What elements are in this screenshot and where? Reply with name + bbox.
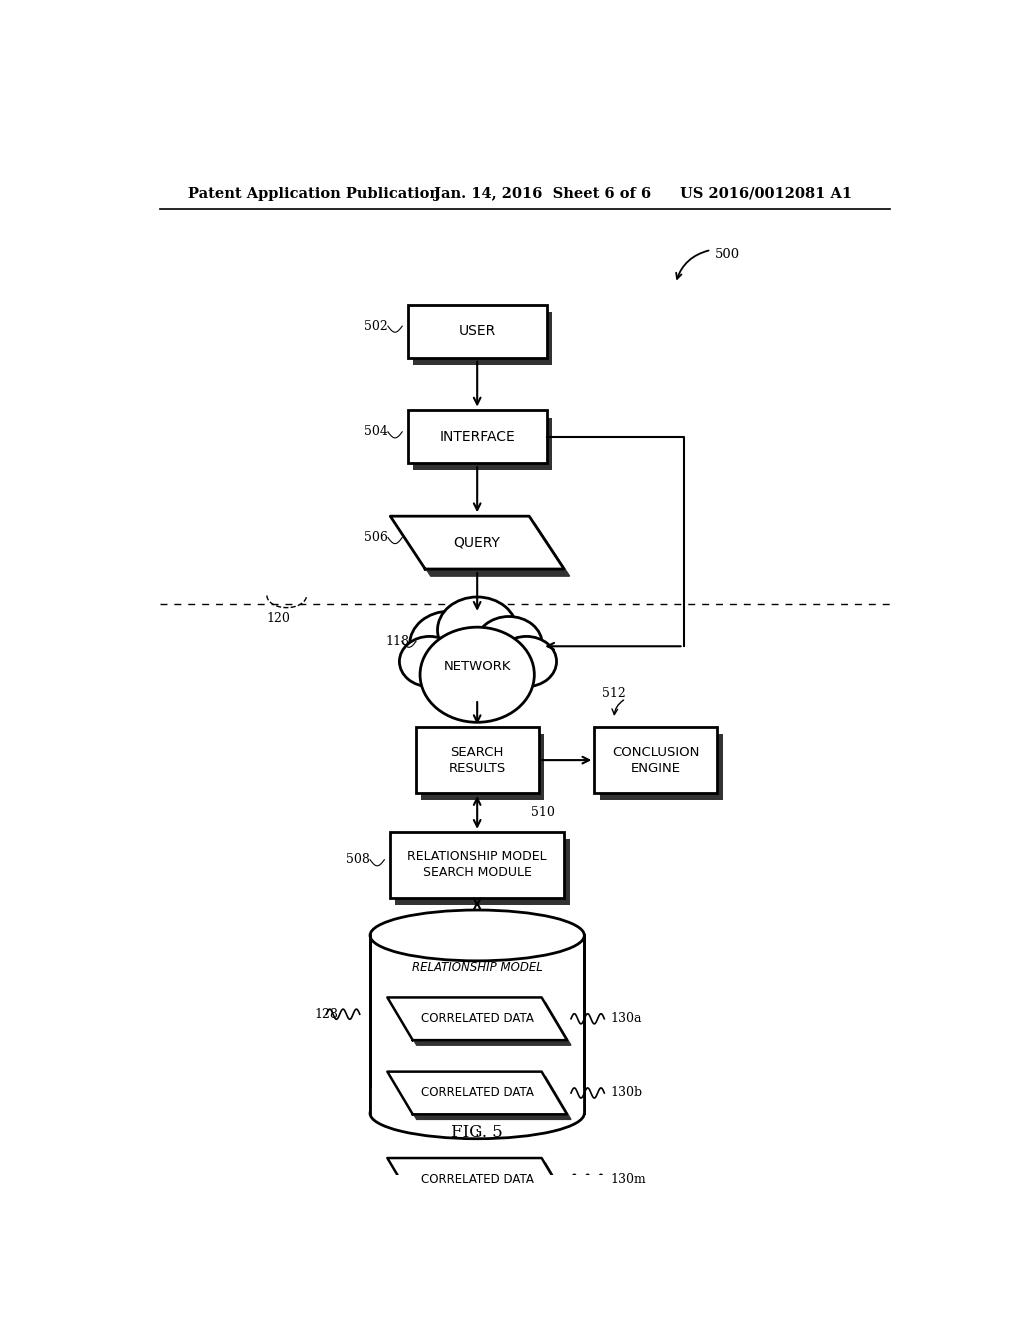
- Ellipse shape: [410, 611, 489, 677]
- FancyBboxPatch shape: [421, 734, 544, 800]
- Text: 500: 500: [715, 248, 740, 261]
- Ellipse shape: [475, 616, 543, 672]
- Text: Patent Application Publication: Patent Application Publication: [187, 187, 439, 201]
- Polygon shape: [387, 1158, 567, 1201]
- FancyBboxPatch shape: [600, 734, 723, 800]
- FancyBboxPatch shape: [414, 312, 552, 364]
- Text: 128: 128: [314, 1007, 338, 1020]
- Text: QUERY: QUERY: [454, 536, 501, 549]
- Text: 504: 504: [365, 425, 388, 438]
- Text: INTERFACE: INTERFACE: [439, 430, 515, 444]
- Ellipse shape: [414, 623, 541, 700]
- Polygon shape: [387, 1072, 567, 1114]
- FancyBboxPatch shape: [416, 727, 539, 793]
- FancyBboxPatch shape: [408, 411, 547, 463]
- Text: 512: 512: [602, 686, 626, 700]
- Text: Jan. 14, 2016  Sheet 6 of 6: Jan. 14, 2016 Sheet 6 of 6: [433, 187, 650, 201]
- Polygon shape: [387, 998, 567, 1040]
- FancyBboxPatch shape: [408, 305, 547, 358]
- Text: 508: 508: [346, 853, 370, 866]
- Ellipse shape: [420, 627, 535, 722]
- Text: 130b: 130b: [610, 1086, 643, 1100]
- Text: FIG. 5: FIG. 5: [452, 1123, 503, 1140]
- Polygon shape: [391, 1002, 571, 1045]
- Text: RELATIONSHIP MODEL: RELATIONSHIP MODEL: [412, 961, 543, 974]
- Text: 502: 502: [365, 319, 388, 333]
- Ellipse shape: [497, 636, 557, 686]
- Text: 118: 118: [386, 635, 410, 648]
- FancyBboxPatch shape: [594, 727, 717, 793]
- FancyBboxPatch shape: [414, 417, 552, 470]
- Polygon shape: [391, 1163, 571, 1205]
- Polygon shape: [396, 523, 569, 576]
- Text: USER: USER: [459, 325, 496, 338]
- Text: RELATIONSHIP MODEL
SEARCH MODULE: RELATIONSHIP MODEL SEARCH MODULE: [408, 850, 547, 879]
- Text: CORRELATED DATA: CORRELATED DATA: [421, 1086, 534, 1100]
- FancyBboxPatch shape: [370, 936, 585, 1113]
- FancyBboxPatch shape: [370, 1088, 585, 1113]
- Polygon shape: [390, 516, 564, 569]
- FancyBboxPatch shape: [390, 832, 564, 898]
- Text: SEARCH
RESULTS: SEARCH RESULTS: [449, 746, 506, 775]
- Text: 120: 120: [267, 612, 291, 624]
- Text: CORRELATED DATA: CORRELATED DATA: [421, 1012, 534, 1026]
- Text: CORRELATED DATA: CORRELATED DATA: [421, 1173, 534, 1185]
- Polygon shape: [391, 1077, 571, 1119]
- Text: 130a: 130a: [610, 1012, 642, 1026]
- FancyBboxPatch shape: [395, 840, 570, 906]
- Text: :: :: [475, 1125, 479, 1139]
- Text: NETWORK: NETWORK: [443, 660, 511, 673]
- Ellipse shape: [399, 636, 460, 686]
- Ellipse shape: [370, 1088, 585, 1139]
- Text: US 2016/0012081 A1: US 2016/0012081 A1: [680, 187, 852, 201]
- Ellipse shape: [370, 909, 585, 961]
- Text: CONCLUSION
ENGINE: CONCLUSION ENGINE: [612, 746, 699, 775]
- Text: 506: 506: [365, 531, 388, 544]
- Ellipse shape: [437, 597, 517, 663]
- Text: 130m: 130m: [610, 1173, 646, 1185]
- Text: 510: 510: [530, 805, 555, 818]
